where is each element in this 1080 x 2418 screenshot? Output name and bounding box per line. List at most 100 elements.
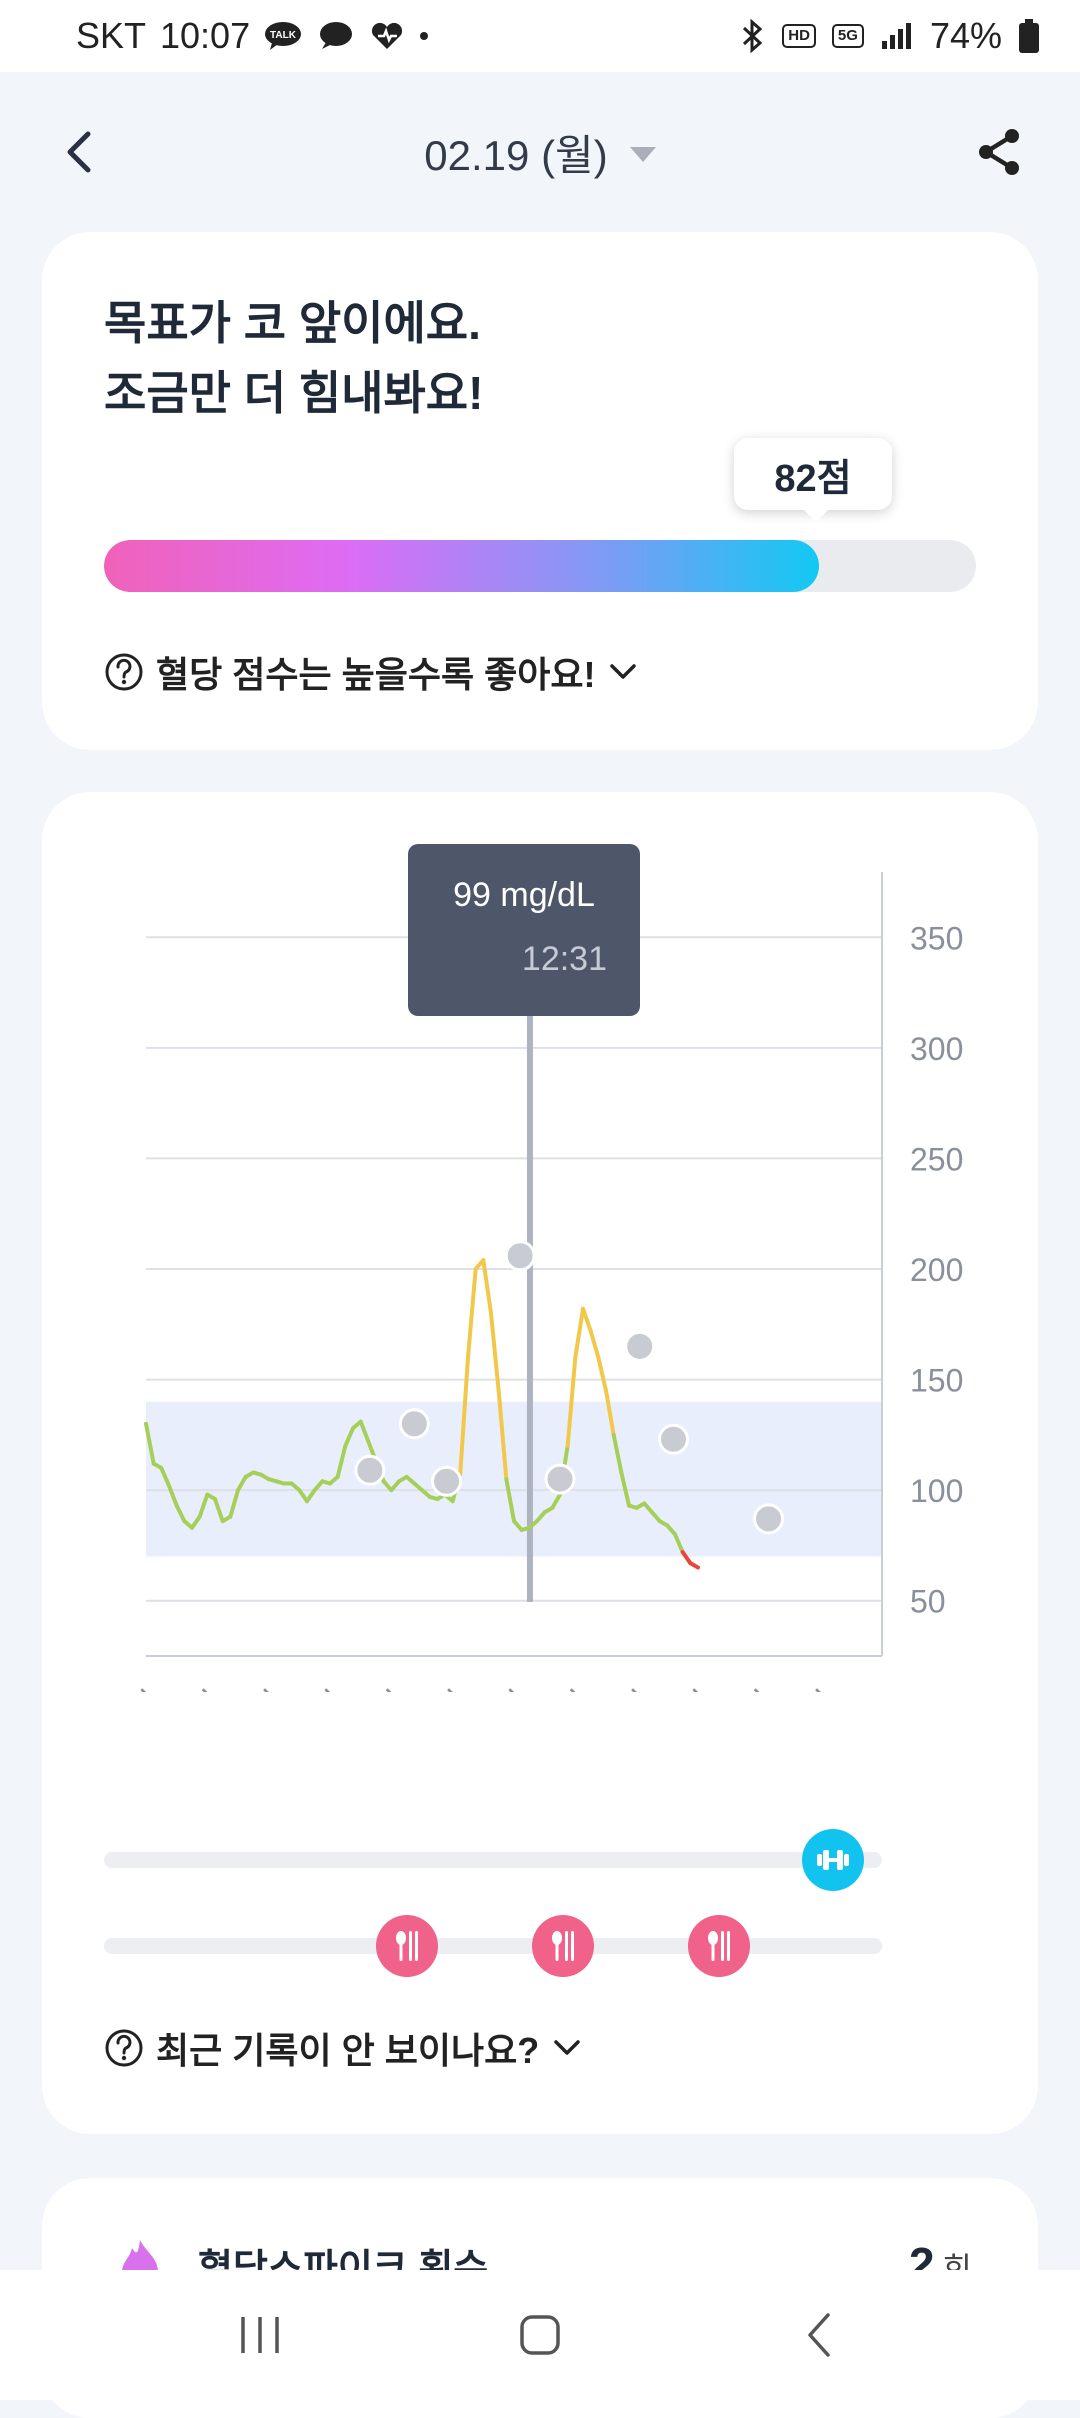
dumbbell-icon (817, 1850, 849, 1870)
x-tick-label: 10시 (404, 1683, 475, 1692)
battery-percent: 74% (929, 15, 1002, 56)
share-button[interactable] (972, 124, 1028, 180)
series-segment (588, 1328, 601, 1360)
series-segment (236, 1474, 248, 1493)
tooltip-value: 99 mg/dL (453, 876, 595, 914)
data-marker[interactable] (354, 1454, 386, 1486)
meal-marker-button[interactable] (532, 1915, 595, 1977)
tooltip-time: 12:31 (522, 940, 607, 978)
data-marker[interactable] (753, 1503, 785, 1535)
y-tick-label: 50 (910, 1584, 946, 1620)
recent-apps-button[interactable] (215, 2290, 305, 2380)
data-marker[interactable] (504, 1240, 536, 1272)
score-help-text: 혈당 점수는 높을수록 좋아요! (156, 654, 596, 695)
x-tick-label: 6시 (294, 1683, 353, 1692)
data-marker[interactable] (431, 1465, 463, 1497)
series-segment (197, 1492, 210, 1519)
score-bubble: 82점 (734, 438, 892, 522)
question-circle-icon (105, 653, 143, 691)
x-tick-label: 2시 (171, 1683, 230, 1692)
data-marker[interactable] (544, 1463, 576, 1495)
score-help-toggle[interactable]: 혈당 점수는 높을수록 좋아요! (104, 646, 639, 698)
back-button[interactable] (52, 124, 108, 180)
data-marker[interactable] (657, 1423, 689, 1455)
series-segment (489, 1311, 501, 1393)
status-right: HD 5G 74% (740, 15, 1040, 57)
y-tick-label: 350 (910, 920, 963, 956)
x-tick-label: 16시 (588, 1683, 659, 1692)
chat-bubble-icon (320, 22, 353, 49)
chevron-left-icon (67, 131, 91, 173)
meal-marker-button[interactable] (688, 1915, 751, 1977)
series-segment (190, 1514, 202, 1530)
y-tick-label: 200 (910, 1252, 963, 1288)
series-segment (458, 1355, 470, 1475)
meal-marker-button[interactable] (375, 1915, 438, 1977)
status-bar: SKT 10:07 TALK HD 5G 74% (0, 0, 1080, 72)
exercise-timeline-track (104, 1852, 882, 1868)
chart-help-text: 최근 기록이 안 보이나요? (156, 2030, 540, 2071)
series-segment (688, 1561, 700, 1570)
series-segment (343, 1426, 355, 1448)
more-notifications-dot (420, 32, 429, 40)
caret-down-icon (629, 146, 656, 162)
chart-x-tick-labels: 0시2시4시6시8시10시12시14시16시18시20시22시 (110, 1683, 844, 1692)
series-segment (565, 1355, 578, 1448)
tooltip-box (408, 844, 640, 1016)
y-tick-label: 250 (910, 1141, 963, 1177)
date-selector[interactable]: 02.19 (월) (424, 122, 656, 183)
y-tick-label: 100 (910, 1473, 963, 1509)
x-tick-label: 14시 (527, 1683, 598, 1692)
date-label: 02.19 (월) (424, 131, 608, 179)
chevron-down-icon (554, 2040, 580, 2055)
question-circle-icon (105, 2029, 143, 2067)
score-progress-fill (104, 540, 820, 592)
chart-series (144, 1258, 700, 1570)
system-nav-bar (0, 2270, 1080, 2400)
home-icon (520, 2315, 560, 2355)
back-arrow-icon (808, 2313, 830, 2357)
x-tick-label: 8시 (355, 1683, 414, 1692)
x-tick-label: 12시 (465, 1683, 536, 1692)
series-segment (167, 1483, 179, 1508)
series-segment (335, 1443, 348, 1479)
series-segment (144, 1421, 156, 1466)
series-segment (573, 1306, 585, 1360)
headline-line-1: 목표가 코 앞이에요. (104, 297, 481, 349)
series-segment (496, 1388, 509, 1482)
x-tick-label: 0시 (110, 1683, 169, 1692)
x-tick-label: 4시 (233, 1683, 292, 1692)
utensils-icon (395, 1931, 418, 1961)
glucose-chart-card: 50 100 150 200 250 300 350 0시2시4시6시8시10시12시14시… (42, 792, 1038, 2134)
chart-markers (354, 1240, 785, 1535)
heart-app-icon (372, 22, 403, 49)
x-tick-label: 18시 (649, 1683, 720, 1692)
chart-help-toggle[interactable]: 최근 기록이 안 보이나요? (104, 2022, 583, 2074)
series-segment (611, 1432, 624, 1475)
chevron-down-icon (610, 664, 637, 679)
series-segment (680, 1550, 693, 1566)
page-header: 02.19 (월) (0, 72, 1080, 232)
series-segment (358, 1419, 371, 1444)
data-marker[interactable] (398, 1408, 430, 1440)
exercise-marker-button[interactable] (802, 1829, 864, 1891)
score-headline: 목표가 코 앞이에요. 조금만 더 힘내봐요! (104, 288, 483, 428)
y-tick-label: 150 (910, 1363, 963, 1399)
share-icon (979, 129, 1019, 175)
score-progress-bar (104, 540, 976, 592)
series-segment (504, 1477, 516, 1524)
series-segment (174, 1503, 187, 1524)
series-segment (159, 1466, 171, 1488)
data-marker[interactable] (624, 1330, 656, 1362)
series-segment (550, 1492, 562, 1510)
glucose-line-chart[interactable]: 50 100 150 200 250 300 350 0시2시4시6시8시10시12시14시… (42, 792, 1038, 1692)
carrier-label: SKT (76, 15, 147, 56)
series-segment (213, 1496, 225, 1524)
series-segment (297, 1488, 309, 1504)
system-back-button[interactable] (775, 2290, 865, 2380)
home-button[interactable] (495, 2290, 585, 2380)
series-segment (581, 1306, 593, 1333)
meal-timeline-track (104, 1938, 882, 1954)
series-segment (673, 1532, 685, 1555)
series-segment (481, 1258, 493, 1316)
